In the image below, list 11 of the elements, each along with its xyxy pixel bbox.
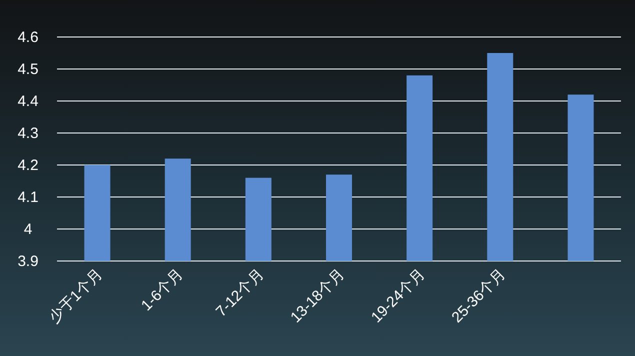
x-tick-label: 1-6个月 <box>138 266 187 314</box>
y-tick-label: 4 <box>24 221 32 238</box>
y-tick-label: 4.4 <box>18 93 38 110</box>
y-tick-label: 4.3 <box>18 125 38 142</box>
y-tick-label: 4.6 <box>18 29 38 46</box>
y-tick-label: 4.1 <box>18 189 38 206</box>
x-tick-label: 少于1个月 <box>46 266 106 326</box>
y-tick-label: 4.2 <box>18 157 38 174</box>
y-tick-label: 4.5 <box>18 61 38 78</box>
y-tick-label: 3.9 <box>18 253 38 270</box>
x-tick-label: 7-12个月 <box>212 266 268 320</box>
